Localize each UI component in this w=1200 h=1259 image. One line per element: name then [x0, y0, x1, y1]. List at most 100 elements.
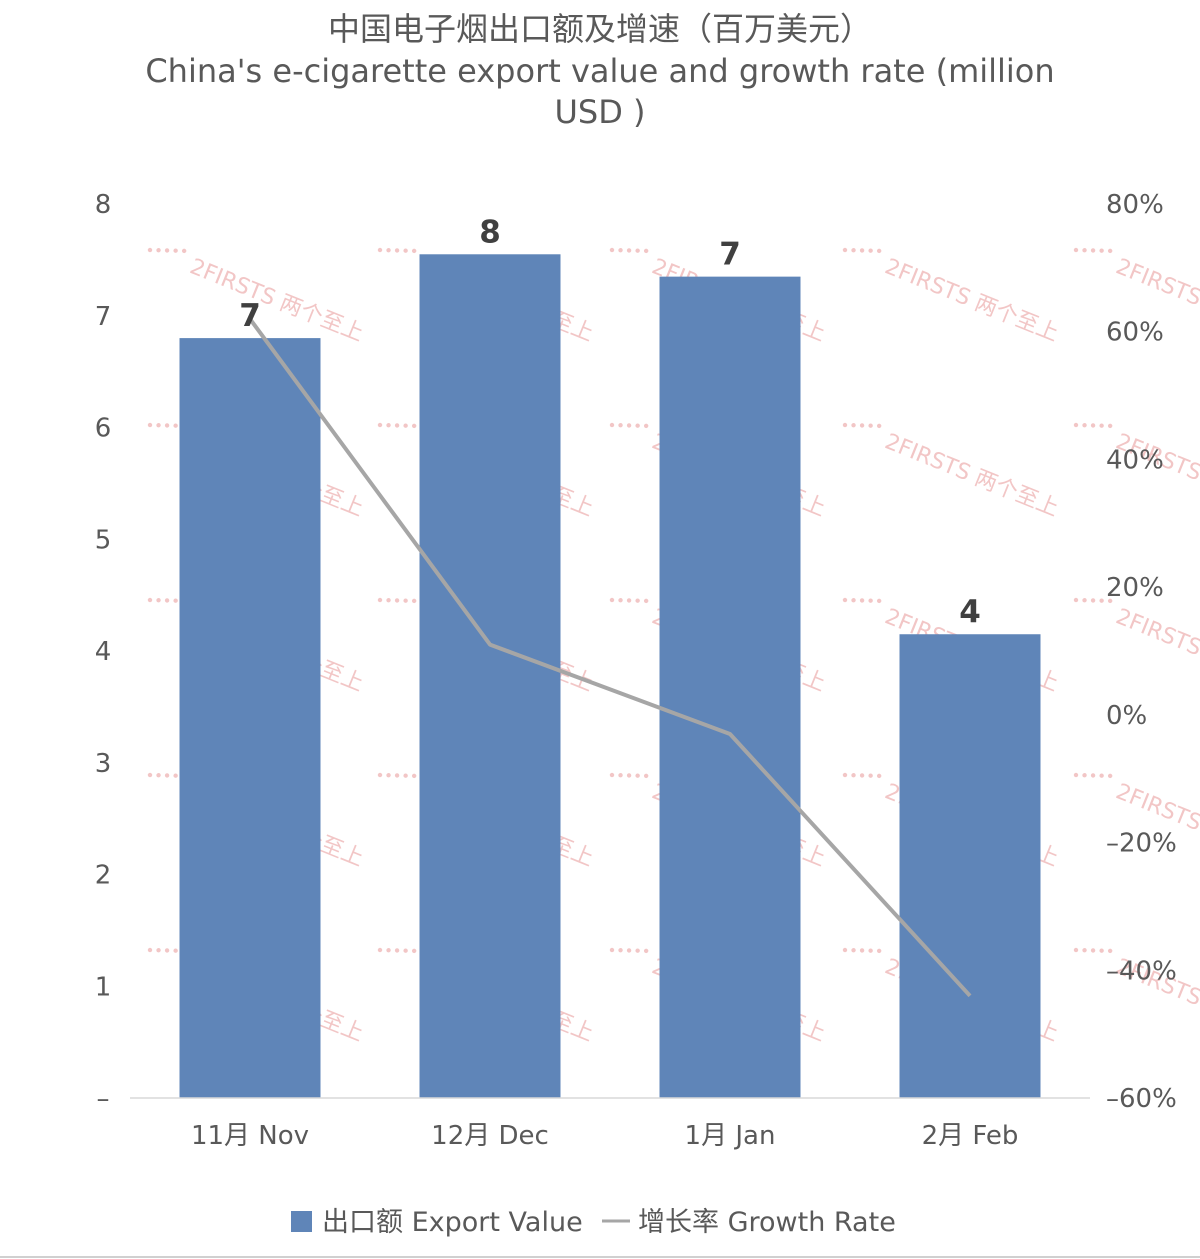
watermark-dot-icon — [1090, 948, 1096, 953]
bar — [179, 338, 321, 1099]
watermark-dot-icon — [156, 423, 161, 428]
watermark-dot-icon — [1099, 598, 1104, 603]
watermark-dot-icon — [411, 773, 417, 779]
bar — [419, 254, 561, 1099]
watermark-dot-icon — [173, 773, 178, 778]
watermark-dot-icon — [635, 773, 640, 778]
watermark-dot-icon — [609, 422, 615, 428]
x-category-label: 12月 Dec — [431, 1121, 549, 1151]
bar-data-label: 7 — [719, 237, 741, 273]
watermark-dot-icon — [626, 248, 632, 253]
watermark-dot-icon — [626, 948, 632, 953]
watermark-dot-icon — [868, 773, 873, 778]
watermark-dot-icon — [868, 423, 873, 428]
watermark-logo: 2FIRSTS 两个至上 — [842, 247, 1062, 347]
watermark-dot-icon — [643, 248, 649, 254]
watermark-dot-icon — [609, 247, 615, 253]
legend-bar-swatch — [291, 1211, 312, 1232]
x-category-label: 11月 Nov — [191, 1121, 309, 1151]
watermark-dot-icon — [635, 248, 640, 253]
watermark-dot-icon — [386, 248, 391, 253]
watermark-dot-icon — [643, 598, 649, 604]
watermark-dot-icon — [1073, 772, 1079, 778]
watermark-dot-icon — [643, 423, 649, 429]
y-right-tick-label: 60% — [1106, 318, 1164, 348]
watermark-dot-icon — [851, 598, 856, 603]
y-right-tick-label: 0% — [1106, 701, 1147, 731]
legend-line-label: 增长率 Growth Rate — [638, 1207, 896, 1238]
watermark-dot-icon — [626, 423, 632, 428]
watermark-dot-icon — [386, 598, 391, 603]
watermark-dot-icon — [1090, 248, 1096, 253]
watermark-dot-icon — [635, 598, 640, 603]
y-right-tick-label: –40% — [1106, 956, 1177, 986]
y-left-tick-label: 8 — [95, 190, 112, 220]
watermark-dot-icon — [859, 773, 865, 778]
watermark-dot-icon — [1090, 773, 1096, 778]
watermark-dot-icon — [618, 423, 623, 428]
bar — [659, 276, 801, 1098]
watermark-dot-icon — [859, 948, 865, 953]
watermark-dot-icon — [868, 598, 873, 603]
watermark-dot-icon — [377, 597, 383, 603]
y-left-tick-label: 3 — [95, 749, 112, 779]
bar-data-label: 8 — [479, 214, 501, 250]
chart-subtitle-line-2: USD ) — [554, 93, 645, 131]
watermark-dot-icon — [411, 598, 417, 604]
watermark-dot-icon — [1082, 948, 1087, 953]
watermark-dot-icon — [876, 948, 882, 954]
watermark-dot-icon — [386, 948, 391, 953]
watermark-dot-icon — [1090, 423, 1096, 428]
watermark-dot-icon — [842, 772, 848, 778]
watermark-dot-icon — [876, 423, 882, 429]
bar-series — [179, 254, 1041, 1099]
watermark-dot-icon — [618, 248, 623, 253]
watermark-dot-icon — [635, 948, 640, 953]
watermark-dot-icon — [842, 422, 848, 428]
watermark-dot-icon — [1107, 948, 1113, 954]
watermark-dot-icon — [164, 423, 170, 428]
watermark-dot-icon — [1107, 773, 1113, 779]
watermark-dot-icon — [164, 598, 170, 603]
watermark-dot-icon — [173, 598, 178, 603]
watermark-dot-icon — [1073, 247, 1079, 253]
line-series — [248, 317, 972, 998]
watermark-dot-icon — [1073, 597, 1079, 603]
watermark-dot-icon — [876, 248, 882, 254]
watermark-dot-icon — [851, 773, 856, 778]
watermark-dot-icon — [386, 423, 391, 428]
watermark-dot-icon — [1099, 423, 1104, 428]
chart-title: 中国电子烟出口额及增速（百万美元） — [328, 10, 872, 48]
watermark-dot-icon — [386, 773, 391, 778]
watermark-dot-icon — [876, 598, 882, 604]
legend: 出口额 Export Value 增长率 Growth Rate — [291, 1207, 896, 1238]
bar-data-label: 4 — [959, 594, 981, 630]
watermark-dot-icon — [1099, 948, 1104, 953]
watermark-dot-icon — [156, 248, 161, 253]
watermark-dot-icon — [147, 247, 153, 253]
watermark-dot-icon — [164, 248, 170, 253]
data-labels: 7 8 7 4 — [239, 214, 981, 630]
watermark-dot-icon — [411, 423, 417, 429]
y-left-tick-label: 6 — [95, 414, 112, 444]
watermark-dot-icon — [842, 247, 848, 253]
y-left-tick-label: 1 — [95, 972, 112, 1002]
watermark-dot-icon — [868, 948, 873, 953]
watermark-dot-icon — [1082, 773, 1087, 778]
watermark-dot-icon — [868, 248, 873, 253]
watermark-dot-icon — [609, 947, 615, 953]
bottom-divider — [0, 1256, 1200, 1258]
watermark-text: 2FIRSTS 两个至上 — [881, 254, 1062, 346]
watermark-dot-icon — [377, 247, 383, 253]
watermark-dot-icon — [1099, 248, 1104, 253]
watermark-text: 2FIRSTS 两个至上 — [1112, 429, 1200, 521]
watermark-text: 2FIRSTS 两个至上 — [186, 254, 367, 346]
watermark-dot-icon — [1082, 248, 1087, 253]
watermark-dot-icon — [1082, 598, 1087, 603]
watermark-text: 2FIRSTS 两个至上 — [1112, 604, 1200, 696]
watermark-dot-icon — [618, 598, 623, 603]
watermark-dot-icon — [164, 948, 170, 953]
watermark-dot-icon — [394, 598, 400, 603]
watermark-dot-icon — [851, 248, 856, 253]
